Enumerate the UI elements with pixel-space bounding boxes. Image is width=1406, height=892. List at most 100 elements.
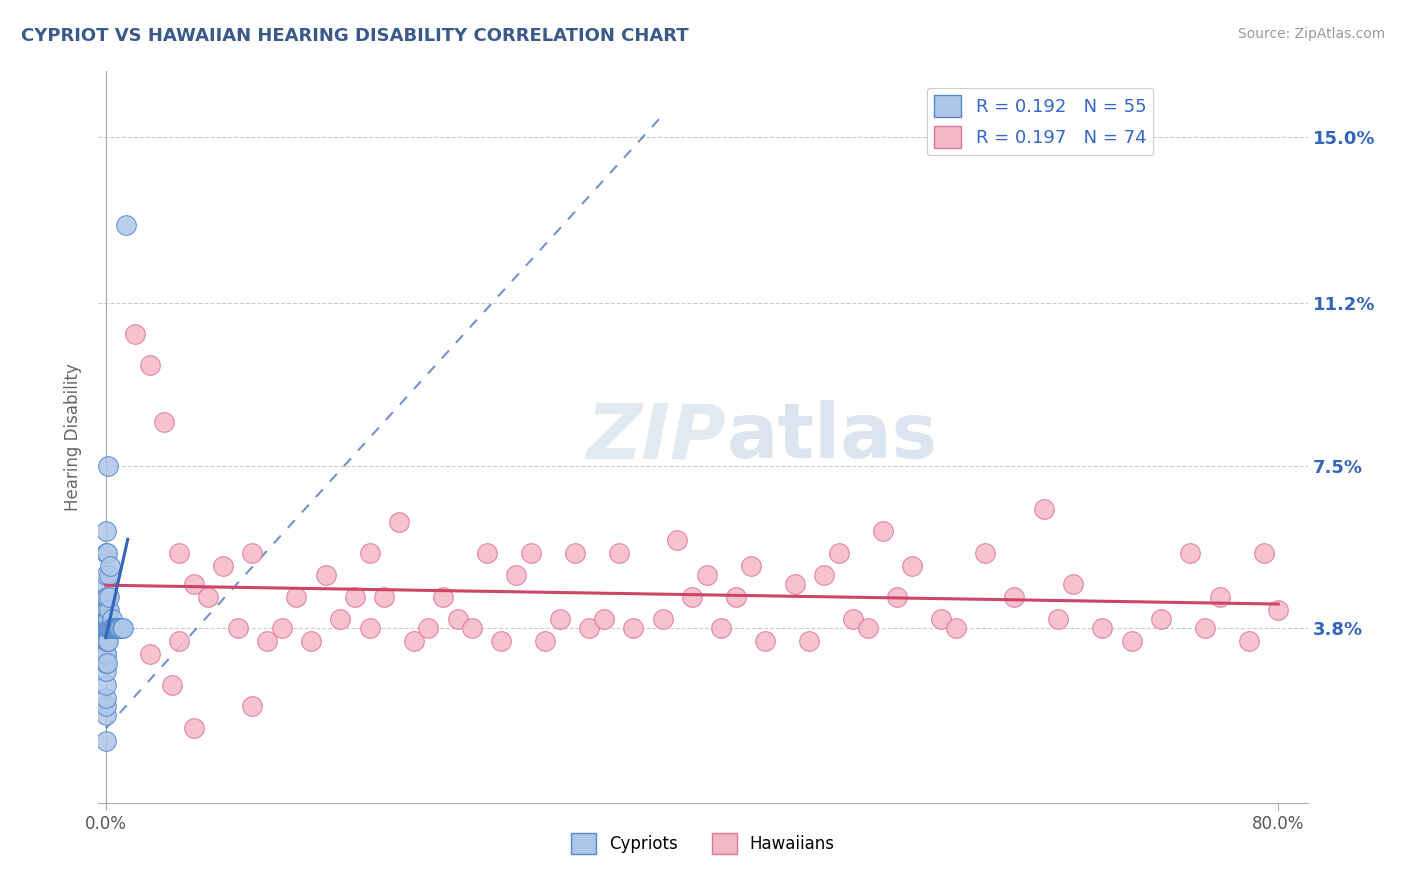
Point (359, 621, 381, 635)
Point (153, 415, 176, 429)
Point (799, 633, 821, 648)
Point (104, 621, 127, 635)
Point (432, 590, 454, 604)
Point (97, 633, 120, 648)
Point (108, 621, 131, 635)
Point (534, 633, 557, 648)
Point (548, 612, 571, 626)
Point (124, 327, 146, 342)
Point (783, 576, 806, 591)
Point (103, 621, 125, 635)
Point (1208, 590, 1230, 604)
Point (1253, 546, 1275, 560)
Point (475, 546, 498, 560)
Point (112, 621, 135, 635)
Point (315, 568, 337, 582)
Point (160, 677, 183, 691)
Point (183, 576, 205, 591)
Point (681, 590, 703, 604)
Point (96, 633, 118, 648)
Point (740, 559, 762, 574)
Point (96, 665, 118, 679)
Point (96, 590, 118, 604)
Point (901, 559, 924, 574)
Point (108, 621, 131, 635)
Point (1091, 621, 1114, 635)
Point (842, 612, 865, 626)
Point (101, 621, 124, 635)
Point (97, 603, 120, 617)
Point (285, 590, 308, 604)
Point (945, 621, 967, 635)
Point (240, 699, 263, 714)
Point (96, 656, 118, 670)
Point (1047, 612, 1070, 626)
Point (872, 524, 894, 539)
Point (827, 546, 849, 560)
Text: ZIP: ZIP (588, 401, 727, 474)
Point (96, 621, 118, 635)
Point (491, 633, 513, 648)
Point (98, 559, 121, 574)
Point (110, 621, 132, 635)
Point (96, 708, 118, 723)
Point (96, 647, 118, 661)
Point (1121, 633, 1143, 648)
Point (97, 568, 120, 582)
Point (710, 621, 733, 635)
Point (505, 568, 527, 582)
Point (1032, 502, 1054, 516)
Y-axis label: Hearing Disability: Hearing Disability (65, 363, 83, 511)
Point (621, 621, 644, 635)
Point (754, 633, 776, 648)
Point (96, 656, 118, 670)
Point (103, 621, 125, 635)
Point (1180, 546, 1202, 560)
Point (256, 633, 278, 648)
Point (96, 633, 118, 648)
Point (101, 621, 124, 635)
Text: atlas: atlas (727, 401, 938, 474)
Point (520, 546, 543, 560)
Point (724, 590, 747, 604)
Point (446, 612, 468, 626)
Point (115, 218, 138, 232)
Point (96, 612, 118, 626)
Point (96, 621, 118, 635)
Point (96, 524, 118, 539)
Point (96, 734, 118, 748)
Point (402, 633, 425, 648)
Point (197, 590, 219, 604)
Point (96, 568, 118, 582)
Point (299, 633, 322, 648)
Legend: Cypriots, Hawaiians: Cypriots, Hawaiians (564, 827, 842, 860)
Point (461, 621, 484, 635)
Point (96, 603, 118, 617)
Point (167, 633, 190, 648)
Point (359, 546, 381, 560)
Point (240, 546, 263, 560)
Point (138, 647, 160, 661)
Point (388, 516, 411, 530)
Point (167, 546, 190, 560)
Point (929, 612, 952, 626)
Point (98, 590, 121, 604)
Point (418, 621, 440, 635)
Point (107, 621, 129, 635)
Point (607, 546, 630, 560)
Point (564, 546, 586, 560)
Point (97, 621, 120, 635)
Point (1150, 612, 1173, 626)
Point (651, 612, 673, 626)
Point (96, 677, 118, 691)
Point (100, 612, 122, 626)
Point (578, 621, 600, 635)
Point (96, 690, 118, 705)
Point (886, 590, 908, 604)
Point (373, 590, 395, 604)
Point (96, 633, 118, 648)
Point (696, 568, 718, 582)
Point (1004, 590, 1026, 604)
Point (105, 621, 128, 635)
Point (212, 559, 235, 574)
